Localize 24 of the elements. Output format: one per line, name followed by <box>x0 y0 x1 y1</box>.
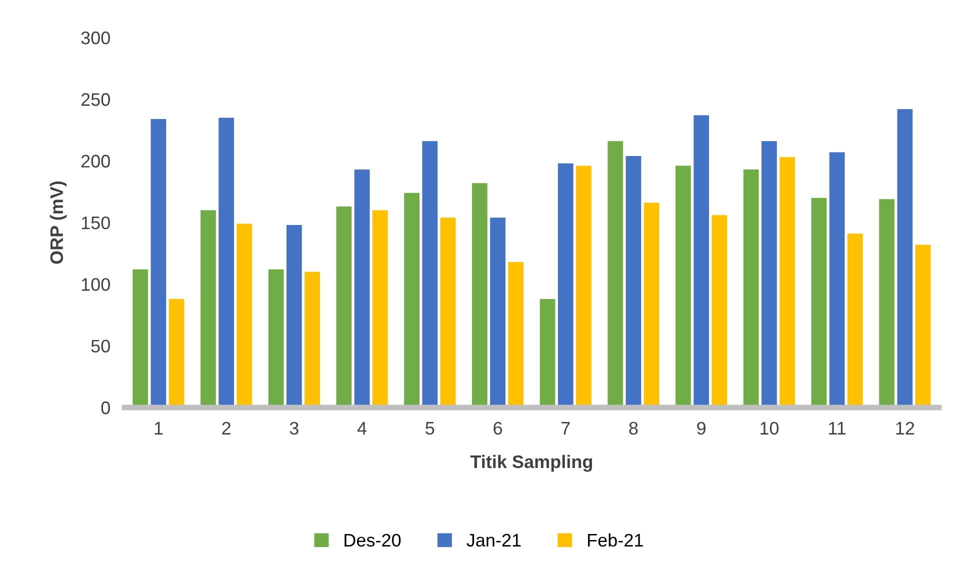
y-axis-title: ORP (mV) <box>50 181 67 264</box>
y-tick-label: 300 <box>81 32 110 44</box>
legend-label: Jan-21 <box>466 534 521 547</box>
x-axis-title: Titik Sampling <box>470 454 592 472</box>
x-tick-label: 6 <box>494 422 502 435</box>
y-tick-label: 0 <box>101 401 110 414</box>
x-tick-label: 7 <box>562 422 570 434</box>
y-tick-label: 150 <box>82 216 110 230</box>
y-tick-label: 100 <box>82 278 110 291</box>
y-tick-label: 250 <box>81 93 110 106</box>
y-tick-label: 200 <box>81 154 110 168</box>
x-tick-label: 3 <box>290 422 298 435</box>
x-tick-label: 12 <box>896 422 914 434</box>
y-tick-label: 50 <box>91 340 110 353</box>
legend-label: Des-20 <box>344 534 401 547</box>
x-tick-label: 4 <box>357 422 367 434</box>
x-tick-label: 2 <box>222 422 230 434</box>
x-tick-label: 10 <box>760 422 779 435</box>
x-tick-label: 9 <box>697 422 706 435</box>
x-tick-label: 11 <box>829 422 846 434</box>
x-tick-label: 8 <box>629 422 638 435</box>
legend-label: Feb-21 <box>588 533 643 547</box>
x-tick-label: 1 <box>154 422 163 434</box>
x-tick-label: 5 <box>426 422 434 435</box>
